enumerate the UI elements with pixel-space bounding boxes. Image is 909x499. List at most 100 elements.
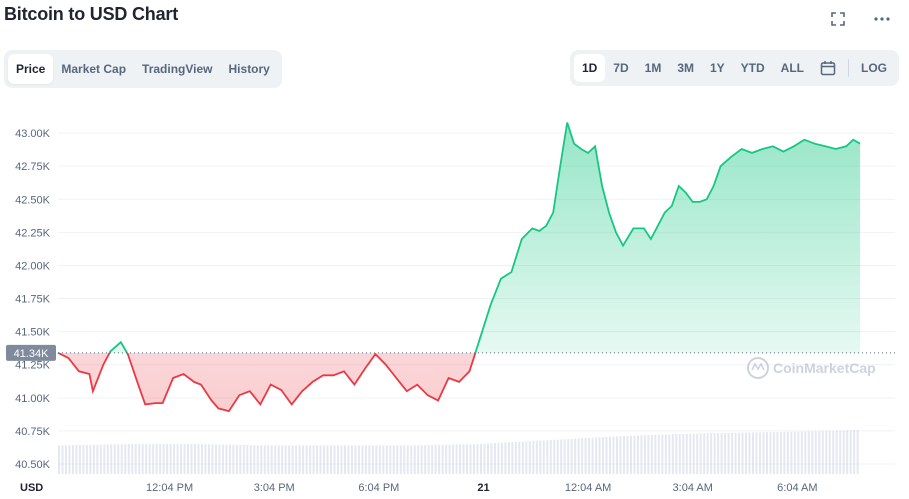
range-1m[interactable]: 1M [644,61,662,75]
volume-bar [650,435,653,474]
volume-bar [528,441,531,474]
volume-bar [779,431,782,474]
volume-bar [197,444,200,474]
volume-bar [483,443,486,474]
x-axis-currency: USD [20,482,43,494]
volume-bar [633,435,636,474]
tab-market-cap[interactable]: Market Cap [61,62,127,76]
calendar-icon[interactable] [812,54,844,82]
volume-bar [518,441,521,474]
volume-bar [71,445,74,474]
volume-bar [570,438,573,474]
volume-bar [643,435,646,474]
volume-bar [622,436,625,474]
range-3m[interactable]: 3M [677,61,694,75]
volume-bar [427,445,430,474]
range-1d[interactable]: 1D [573,54,606,82]
volume-bar [724,432,727,474]
volume-bar [305,445,308,474]
volume-bar [424,445,427,474]
volume-bar [378,445,381,474]
tab-price[interactable]: Price [8,54,54,84]
price-area-down [58,352,861,412]
volume-bar [793,431,796,474]
volume-bar [549,440,552,474]
volume-bar [521,441,524,474]
range-7d[interactable]: 7D [613,61,629,75]
volume-bar [228,444,231,474]
volume-bar [616,436,618,474]
volume-bar [588,437,591,474]
volume-bar [343,445,346,474]
volume-bar [403,445,406,474]
volume-bar [542,440,545,474]
volume-bar [849,430,852,474]
volume-bar [462,444,465,474]
watermark-logo [747,357,769,379]
volume-bar [312,445,315,474]
volume-bar [113,444,116,474]
range-all[interactable]: ALL [780,61,804,75]
volume-bar [295,445,298,474]
volume-bar [574,438,577,474]
volume-bar [392,445,395,474]
volume-bar [316,445,319,474]
volume-bar [78,445,81,474]
volume-bar [678,433,681,474]
volume-bar [330,445,333,474]
more-icon[interactable] [873,10,891,28]
volume-bar [605,436,608,474]
volume-bar [155,444,158,474]
volume-bar [120,444,123,474]
volume-bar [371,445,374,474]
volume-bar [333,445,336,474]
volume-bar [141,444,144,474]
volume-bar [148,444,151,474]
volume-bar [445,444,448,474]
x-tick-label: 12:04 PM [146,482,193,494]
volume-bar [288,445,291,474]
volume-bar [117,444,120,474]
x-tick-label: 12:04 AM [565,482,611,494]
fullscreen-icon[interactable] [829,10,847,28]
volume-bar [357,445,360,474]
volume-bar [194,444,197,474]
volume-bar [745,432,748,474]
range-1y[interactable]: 1Y [709,61,725,75]
volume-bar [326,445,329,474]
volume-bar [696,433,699,474]
tab-tradingview[interactable]: TradingView [142,62,213,76]
volume-bar [190,444,193,474]
volume-bar [853,430,856,474]
top-icons [829,10,891,28]
volume-bar [382,445,385,474]
volume-bar [134,444,137,474]
volume-bar [138,444,141,474]
volume-bar [762,432,765,474]
volume-bar [131,444,134,474]
volume-bar [647,435,650,474]
log-toggle[interactable]: LOG [861,61,887,75]
y-tick-label: 41.50K [15,327,51,339]
volume-bar [703,433,706,474]
volume-bar [106,444,109,474]
y-tick-label: 42.25K [15,227,51,239]
y-tick-label: 42.50K [15,194,51,206]
tab-history[interactable]: History [228,62,270,76]
y-tick-label: 40.75K [15,426,51,438]
volume-bar [96,444,99,474]
range-divider [848,59,849,77]
volume-bar [525,441,528,474]
y-tick-label: 41.25K [15,360,51,372]
y-tick-label: 43.00K [15,128,51,140]
volume-bar [152,444,155,474]
volume-bar [842,430,845,474]
volume-bar [797,431,800,474]
range-ytd[interactable]: YTD [740,61,765,75]
volume-bar [169,444,172,474]
volume-bar [274,445,277,474]
volume-bar [758,432,761,474]
volume-bar [68,445,71,474]
volume-bar [420,445,423,474]
